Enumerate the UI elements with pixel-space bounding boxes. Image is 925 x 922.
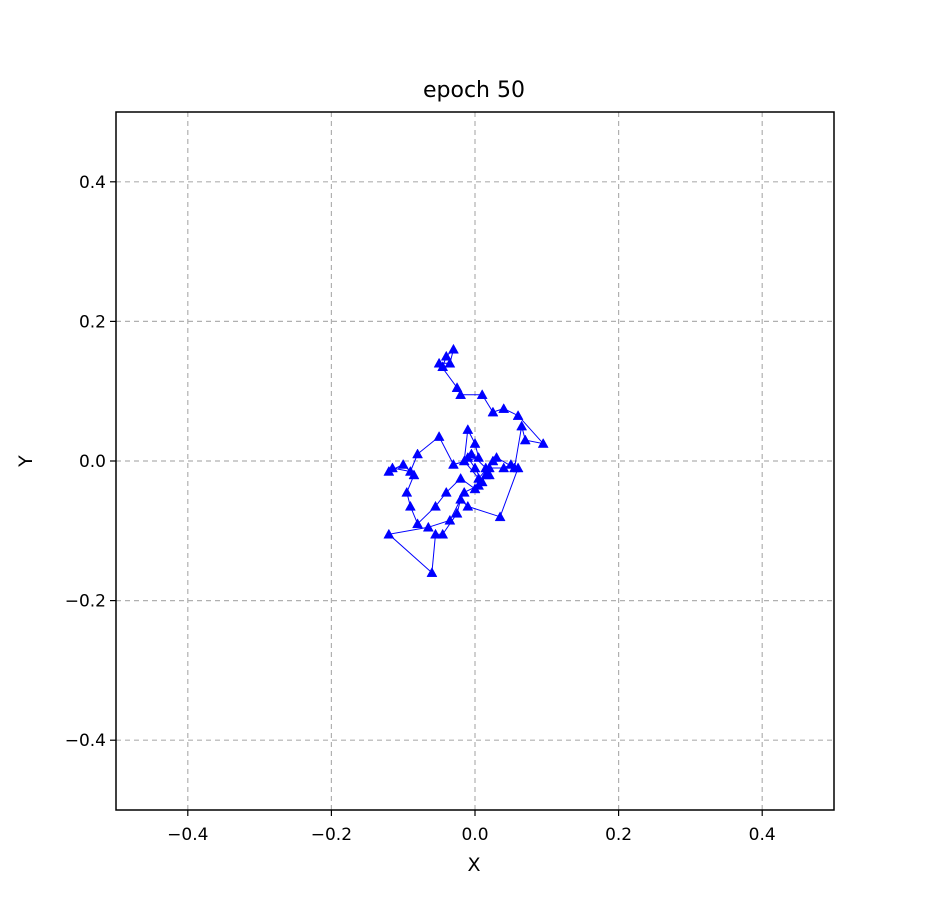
data-point-marker [433,431,445,441]
data-point-marker [401,486,413,497]
data-point-marker [519,434,531,445]
data-point-marker [455,493,467,504]
data-point-marker [516,420,528,431]
x-tick-label: −0.4 [167,825,208,845]
x-tick-label: 0.4 [749,825,776,845]
data-point-marker [383,528,395,539]
data-point-marker [451,382,463,392]
data-point-marker [430,500,441,511]
y-tick-label: −0.4 [65,731,106,751]
x-axis-ticks: −0.4 −0.2 0.0 0.2 0.4 [167,810,776,845]
data-point-marker [412,518,423,529]
data-point-marker [469,438,481,448]
data-point-marker [412,448,423,459]
y-tick-label: 0.2 [79,312,106,332]
data-point-marker [487,406,499,417]
y-axis-ticks: −0.4 −0.2 0.0 0.2 0.4 [65,173,116,751]
data-point-marker [426,567,438,577]
data-point-marker [444,514,456,525]
x-tick-label: 0.0 [461,825,488,845]
data-point-marker [408,469,420,480]
data-point-marker [512,462,524,473]
x-tick-label: −0.2 [311,825,352,845]
data-point-marker [480,462,492,473]
data-point-marker [448,343,459,354]
data-point-marker [458,486,470,497]
data-point-marker [498,403,510,413]
data-series [383,343,549,577]
x-tick-label: 0.2 [605,825,632,845]
data-point-marker [422,521,434,532]
data-point-marker [469,462,481,473]
data-point-marker [505,458,517,469]
x-axis-label: X [467,854,480,876]
data-point-marker [487,455,499,466]
chart-title: epoch 50 [423,78,525,103]
data-point-marker [433,357,445,368]
data-point-marker [494,511,506,522]
data-point-marker [512,410,524,420]
data-point-marker [451,507,463,518]
data-point-marker [440,350,452,361]
data-point-marker [537,438,549,448]
data-point-marker [476,476,488,487]
y-tick-label: 0.0 [79,452,106,472]
data-point-marker [462,424,474,434]
data-point-marker [483,469,495,480]
data-point-marker [455,472,467,483]
data-point-marker [430,528,441,539]
y-tick-label: 0.4 [79,173,106,193]
data-point-marker [462,500,474,511]
data-point-marker [444,357,456,368]
y-tick-label: −0.2 [65,592,106,612]
data-point-marker [465,448,477,459]
data-point-marker [437,528,449,539]
data-point-marker [476,389,488,399]
data-point-marker [404,500,416,511]
data-point-marker [455,389,467,399]
grid-lines [116,112,834,810]
data-point-marker [383,465,395,476]
data-point-marker [397,458,409,469]
y-axis-label: Y [15,455,37,468]
data-point-marker [440,486,452,497]
data-point-marker [448,458,459,469]
